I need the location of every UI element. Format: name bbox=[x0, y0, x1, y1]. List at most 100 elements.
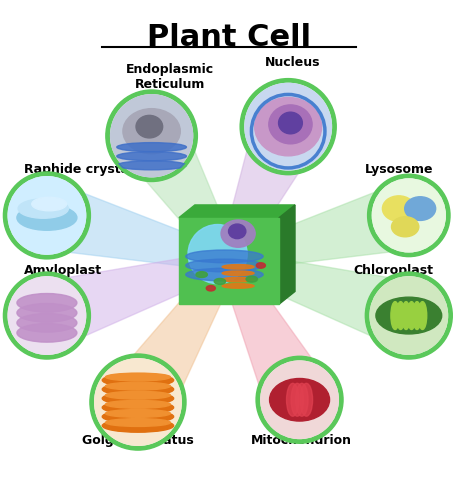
Ellipse shape bbox=[278, 112, 302, 134]
Ellipse shape bbox=[222, 277, 254, 282]
Ellipse shape bbox=[105, 410, 170, 417]
Text: Plant Cell: Plant Cell bbox=[147, 24, 311, 52]
Ellipse shape bbox=[102, 392, 174, 405]
Ellipse shape bbox=[382, 196, 415, 221]
Ellipse shape bbox=[222, 271, 254, 275]
Circle shape bbox=[372, 179, 445, 252]
Circle shape bbox=[8, 277, 86, 354]
Circle shape bbox=[368, 175, 449, 256]
Text: Nucleus: Nucleus bbox=[265, 56, 321, 70]
Ellipse shape bbox=[18, 199, 68, 218]
Ellipse shape bbox=[136, 115, 163, 138]
Ellipse shape bbox=[396, 302, 405, 329]
Text: Endoplasmic
Reticulum: Endoplasmic Reticulum bbox=[126, 63, 214, 91]
Ellipse shape bbox=[17, 303, 77, 322]
Ellipse shape bbox=[105, 373, 170, 381]
Circle shape bbox=[111, 95, 192, 177]
Ellipse shape bbox=[32, 197, 66, 211]
Ellipse shape bbox=[402, 302, 410, 329]
Ellipse shape bbox=[222, 265, 254, 269]
Ellipse shape bbox=[206, 286, 215, 291]
Ellipse shape bbox=[117, 143, 186, 151]
Circle shape bbox=[366, 273, 452, 358]
Ellipse shape bbox=[102, 374, 174, 387]
Circle shape bbox=[95, 359, 181, 445]
Ellipse shape bbox=[117, 152, 186, 161]
Circle shape bbox=[4, 172, 90, 258]
Ellipse shape bbox=[17, 314, 77, 332]
Ellipse shape bbox=[123, 109, 180, 154]
Circle shape bbox=[257, 357, 342, 442]
Ellipse shape bbox=[270, 378, 330, 421]
Ellipse shape bbox=[246, 276, 257, 282]
Ellipse shape bbox=[105, 418, 170, 426]
Ellipse shape bbox=[405, 197, 436, 220]
Circle shape bbox=[370, 277, 447, 354]
Circle shape bbox=[91, 355, 185, 449]
Ellipse shape bbox=[413, 302, 421, 329]
Polygon shape bbox=[179, 205, 295, 218]
Ellipse shape bbox=[269, 105, 312, 144]
Polygon shape bbox=[226, 251, 419, 348]
Ellipse shape bbox=[105, 400, 170, 408]
Circle shape bbox=[8, 177, 86, 254]
Ellipse shape bbox=[186, 250, 263, 263]
Ellipse shape bbox=[291, 383, 304, 416]
Ellipse shape bbox=[196, 271, 207, 277]
Ellipse shape bbox=[105, 392, 170, 399]
Ellipse shape bbox=[186, 268, 263, 281]
Ellipse shape bbox=[376, 297, 442, 334]
Ellipse shape bbox=[392, 217, 419, 237]
Circle shape bbox=[8, 177, 86, 254]
Ellipse shape bbox=[407, 302, 416, 329]
Circle shape bbox=[245, 83, 332, 170]
Polygon shape bbox=[179, 218, 279, 304]
Ellipse shape bbox=[17, 294, 77, 312]
Ellipse shape bbox=[296, 383, 308, 416]
Circle shape bbox=[95, 359, 181, 445]
Ellipse shape bbox=[229, 224, 246, 239]
Circle shape bbox=[245, 83, 332, 170]
Circle shape bbox=[261, 361, 338, 439]
Text: Chloroplast: Chloroplast bbox=[354, 264, 434, 276]
Ellipse shape bbox=[102, 419, 174, 432]
Polygon shape bbox=[226, 182, 417, 271]
Ellipse shape bbox=[391, 302, 399, 329]
Ellipse shape bbox=[17, 205, 77, 230]
Ellipse shape bbox=[255, 98, 322, 156]
Circle shape bbox=[107, 91, 196, 181]
Circle shape bbox=[4, 273, 90, 358]
Ellipse shape bbox=[222, 284, 254, 288]
Text: Amyloplast: Amyloplast bbox=[24, 264, 102, 276]
Circle shape bbox=[370, 277, 447, 354]
Circle shape bbox=[261, 361, 338, 439]
Ellipse shape bbox=[300, 383, 312, 416]
Polygon shape bbox=[38, 182, 232, 271]
Ellipse shape bbox=[105, 382, 170, 390]
Polygon shape bbox=[219, 256, 330, 416]
Circle shape bbox=[241, 79, 336, 174]
Polygon shape bbox=[37, 251, 232, 348]
Polygon shape bbox=[109, 255, 238, 420]
Circle shape bbox=[372, 179, 445, 252]
Text: Mitochondrion: Mitochondrion bbox=[251, 434, 352, 447]
Ellipse shape bbox=[186, 259, 263, 272]
Ellipse shape bbox=[287, 383, 299, 416]
Text: Lysosome: Lysosome bbox=[365, 163, 434, 176]
Ellipse shape bbox=[188, 224, 247, 284]
Circle shape bbox=[8, 277, 86, 354]
Text: Golgi apparatus: Golgi apparatus bbox=[82, 434, 194, 447]
Ellipse shape bbox=[117, 161, 186, 170]
Text: Raphide crystal: Raphide crystal bbox=[24, 163, 133, 176]
Ellipse shape bbox=[17, 323, 77, 342]
Ellipse shape bbox=[214, 278, 226, 284]
Ellipse shape bbox=[102, 410, 174, 423]
Polygon shape bbox=[279, 205, 295, 304]
Polygon shape bbox=[122, 118, 238, 267]
Polygon shape bbox=[219, 113, 320, 265]
Ellipse shape bbox=[418, 302, 427, 329]
Ellipse shape bbox=[221, 220, 255, 247]
Circle shape bbox=[111, 95, 192, 177]
Ellipse shape bbox=[256, 263, 266, 268]
Ellipse shape bbox=[102, 383, 174, 396]
